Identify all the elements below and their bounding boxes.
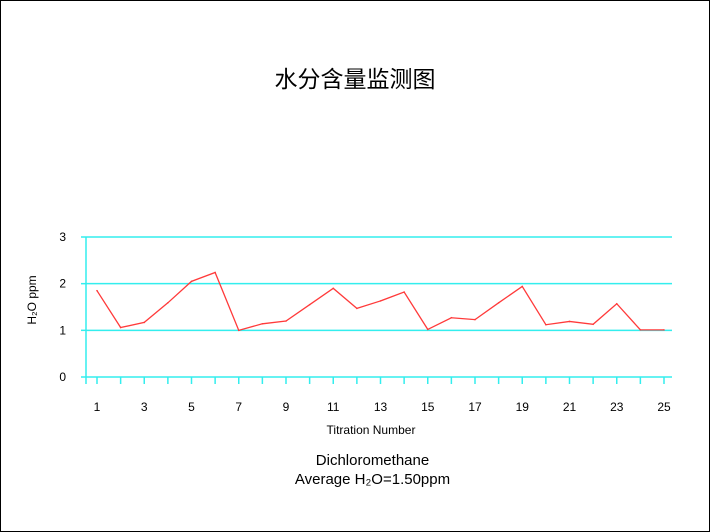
data-point: [568, 320, 571, 323]
y-tick-label: 3: [59, 230, 66, 244]
grid-layer: [86, 236, 672, 332]
data-point: [119, 326, 122, 329]
average-water-label: Average H₂O=1.50ppm: [294, 471, 451, 488]
x-tick-label: 1: [94, 400, 101, 414]
data-point: [96, 289, 98, 292]
x-tick-label: 5: [188, 400, 195, 414]
data-point: [214, 271, 216, 274]
x-tick-label: 15: [421, 400, 435, 414]
data-point: [403, 291, 405, 293]
x-tick-label: 3: [141, 400, 148, 414]
data-point: [639, 329, 642, 331]
data-point: [497, 302, 500, 304]
x-tick-label: 13: [374, 400, 388, 414]
y-tick-label: 0: [59, 370, 66, 384]
data-point: [261, 323, 264, 325]
data-point: [663, 329, 665, 331]
data-point: [592, 323, 594, 326]
y-tick-label: 1: [59, 323, 66, 337]
data-point: [237, 329, 240, 332]
data-point: [308, 303, 311, 306]
x-tick-label: 11: [327, 400, 340, 414]
x-axis-title: Titration Number: [327, 423, 416, 437]
data-point: [285, 320, 287, 322]
data-point: [615, 302, 618, 305]
data-point: [450, 316, 453, 319]
data-point: [474, 318, 476, 321]
data-point: [332, 287, 335, 290]
x-tick-label: 21: [563, 400, 577, 414]
data-point: [426, 328, 429, 331]
axis-layer: [81, 236, 672, 384]
data-point: [379, 300, 382, 302]
x-tick-label: 23: [610, 400, 624, 414]
data-point: [545, 323, 547, 326]
x-tick-label: 9: [283, 400, 290, 414]
chart-title: 水分含量监测图: [274, 67, 436, 93]
data-point: [356, 307, 358, 310]
series-layer: [96, 271, 665, 332]
x-tick-label: 19: [516, 400, 530, 414]
solvent-label: Dichloromethane: [315, 452, 430, 469]
y-axis-title: H₂O ppm: [25, 275, 39, 324]
x-tick-label: 25: [657, 400, 671, 414]
x-tick-label: 7: [235, 400, 242, 414]
data-point: [167, 302, 169, 304]
x-tick-label: 17: [468, 400, 482, 414]
y-tick-label: 2: [59, 277, 66, 291]
data-point: [143, 321, 146, 324]
data-point: [190, 280, 193, 283]
data-point: [521, 285, 524, 288]
